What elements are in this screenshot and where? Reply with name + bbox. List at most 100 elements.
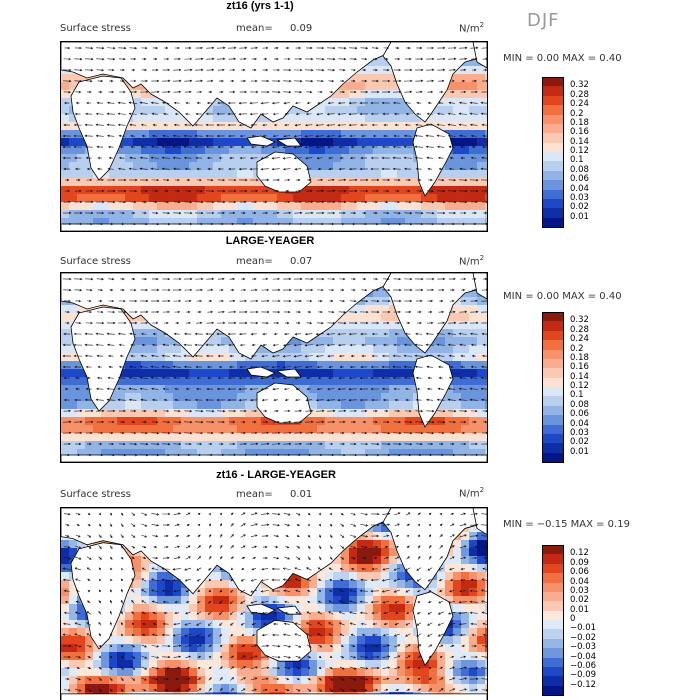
colorbar-level-label: 0.01 <box>570 211 589 222</box>
colorbar-level-label: 0.06 <box>570 567 589 578</box>
panel-1-units: N/m2 <box>459 21 485 35</box>
land-layer <box>61 508 487 700</box>
colorbar-level-label: −0.06 <box>570 660 597 671</box>
colorbar-level-label: 0 <box>570 614 576 624</box>
colorbar-level-label: 0.01 <box>570 446 589 457</box>
panel-3-minmax: MIN = −0.15 MAX = 0.19 <box>503 519 630 530</box>
colorbar-swatch <box>542 415 564 425</box>
colorbar-level-label: 0.02 <box>570 437 589 448</box>
colorbar-level-label: 0.03 <box>570 192 589 203</box>
colorbar-swatch <box>542 405 564 416</box>
land-greenland <box>472 273 487 300</box>
colorbar-level-label: 0.16 <box>570 362 589 373</box>
colorbar-swatch <box>542 573 564 583</box>
colorbar-swatch <box>542 170 564 181</box>
panel-2-mean-label: mean= <box>236 256 273 267</box>
colorbar-level-label: 0.32 <box>570 315 589 326</box>
colorbar-swatch <box>542 610 564 621</box>
colorbar-level-label: 0.14 <box>570 136 589 147</box>
colorbar-swatch <box>542 133 564 144</box>
colorbar-level-label: 0.24 <box>570 99 589 110</box>
colorbar-level-label: 0.03 <box>570 585 589 596</box>
colorbar-level-label: 0.16 <box>570 127 589 138</box>
colorbar-swatch <box>542 620 564 630</box>
panel-2-map-canvas <box>61 273 487 462</box>
colorbar-swatch <box>542 180 564 190</box>
season-label: DJF <box>527 10 560 31</box>
colorbar-swatch <box>542 77 564 87</box>
colorbar-swatch <box>542 591 564 602</box>
colorbar-level-label: 0.18 <box>570 352 589 363</box>
panel-2-title: LARGE-YEAGER <box>225 235 315 247</box>
colorbar-level-label: 0.06 <box>570 409 589 420</box>
panel-1-title: zt16 (yrs 1-1) <box>226 0 294 12</box>
colorbar-level-label: 0.2 <box>570 343 584 354</box>
colorbar-level-label: 0.12 <box>570 381 589 391</box>
panel-3-mean-label: mean= <box>236 489 273 500</box>
colorbar-level-label: 0.02 <box>570 202 589 213</box>
colorbar-swatch <box>542 189 564 200</box>
land-antarctica <box>61 223 487 231</box>
colorbar-swatch <box>542 443 564 454</box>
land-south-america <box>412 354 454 428</box>
panel-2-mean-value: 0.07 <box>290 256 313 267</box>
colorbar-swatch <box>542 601 564 612</box>
vector-layer <box>62 512 487 693</box>
panel-1-variable: Surface stress <box>60 23 131 34</box>
colorbar-swatch <box>542 86 564 97</box>
colorbar-swatch <box>542 648 564 658</box>
colorbar-swatch <box>542 312 564 322</box>
land-indonesia <box>246 135 302 147</box>
land-indonesia <box>246 603 302 615</box>
panel-3-units: N/m2 <box>459 486 485 500</box>
colorbar-swatch <box>542 377 564 388</box>
colorbar-swatch <box>542 629 564 640</box>
colorbar-swatch <box>542 340 564 350</box>
colorbar-level-label: 0.09 <box>570 557 589 568</box>
colorbar-swatch <box>542 198 564 209</box>
panel-2-variable: Surface stress <box>60 256 131 267</box>
colorbar-level-label: 0.14 <box>570 371 589 382</box>
panel-3-map-canvas <box>61 508 487 700</box>
land-australia <box>256 151 312 193</box>
panel-3-colorbar: 0.12 0.09 0.06 0.04 0.03 0.02 0.01 0 −0.01 −0.02−… <box>542 545 596 696</box>
colorbar-swatch <box>542 554 564 565</box>
colorbar-level-label: −0.01 <box>570 623 597 634</box>
colorbar-swatch <box>542 545 564 555</box>
land-africa <box>70 306 136 412</box>
colorbar-swatch <box>542 452 564 463</box>
land-layer <box>61 273 487 462</box>
colorbar-swatch <box>542 358 564 369</box>
colorbar-swatch <box>542 685 564 696</box>
colorbar-level-label: 0.04 <box>570 576 589 587</box>
panel-1-mean-value: 0.09 <box>290 23 313 34</box>
colorbar-level-label: 0.28 <box>570 324 589 335</box>
colorbar-swatch <box>542 666 564 677</box>
colorbar-level-label: 0.08 <box>570 399 589 410</box>
colorbar-level-label: 0.18 <box>570 117 589 128</box>
panel-2-minmax: MIN = 0.00 MAX = 0.40 <box>503 291 622 302</box>
colorbar-level-label: 0.04 <box>570 183 589 194</box>
colorbar-swatch <box>542 161 564 172</box>
panel-3-variable: Surface stress <box>60 489 131 500</box>
colorbar-level-label: 0.32 <box>570 80 589 91</box>
land-africa <box>70 542 136 650</box>
panel-1-colorbar: 0.32 0.28 0.24 0.2 0.18 0.16 0.14 0.12 0.1 0.08 0.… <box>542 77 589 228</box>
colorbar-swatch <box>542 217 564 228</box>
colorbar-swatch <box>542 95 564 106</box>
colorbar-level-label: −0.02 <box>570 632 597 643</box>
colorbar-swatch <box>542 208 564 219</box>
colorbar-level-label: −0.09 <box>570 670 597 681</box>
colorbar-swatch <box>542 582 564 593</box>
colorbar-level-label: −0.12 <box>570 679 597 690</box>
colorbar-swatch <box>542 657 564 668</box>
panel-3-map <box>60 507 488 700</box>
vector-layer <box>62 277 487 457</box>
panel-2-colorbar: 0.32 0.28 0.24 0.2 0.18 0.16 0.14 0.12 0.1 0.08 0.… <box>542 312 589 463</box>
colorbar-level-label: 0.1 <box>570 155 584 166</box>
colorbar-swatch <box>542 152 564 162</box>
colorbar-swatch <box>542 368 564 379</box>
colorbar-level-label: 0.12 <box>570 548 589 559</box>
land-australia <box>256 619 312 662</box>
colorbar-level-label: 0.24 <box>570 334 589 345</box>
